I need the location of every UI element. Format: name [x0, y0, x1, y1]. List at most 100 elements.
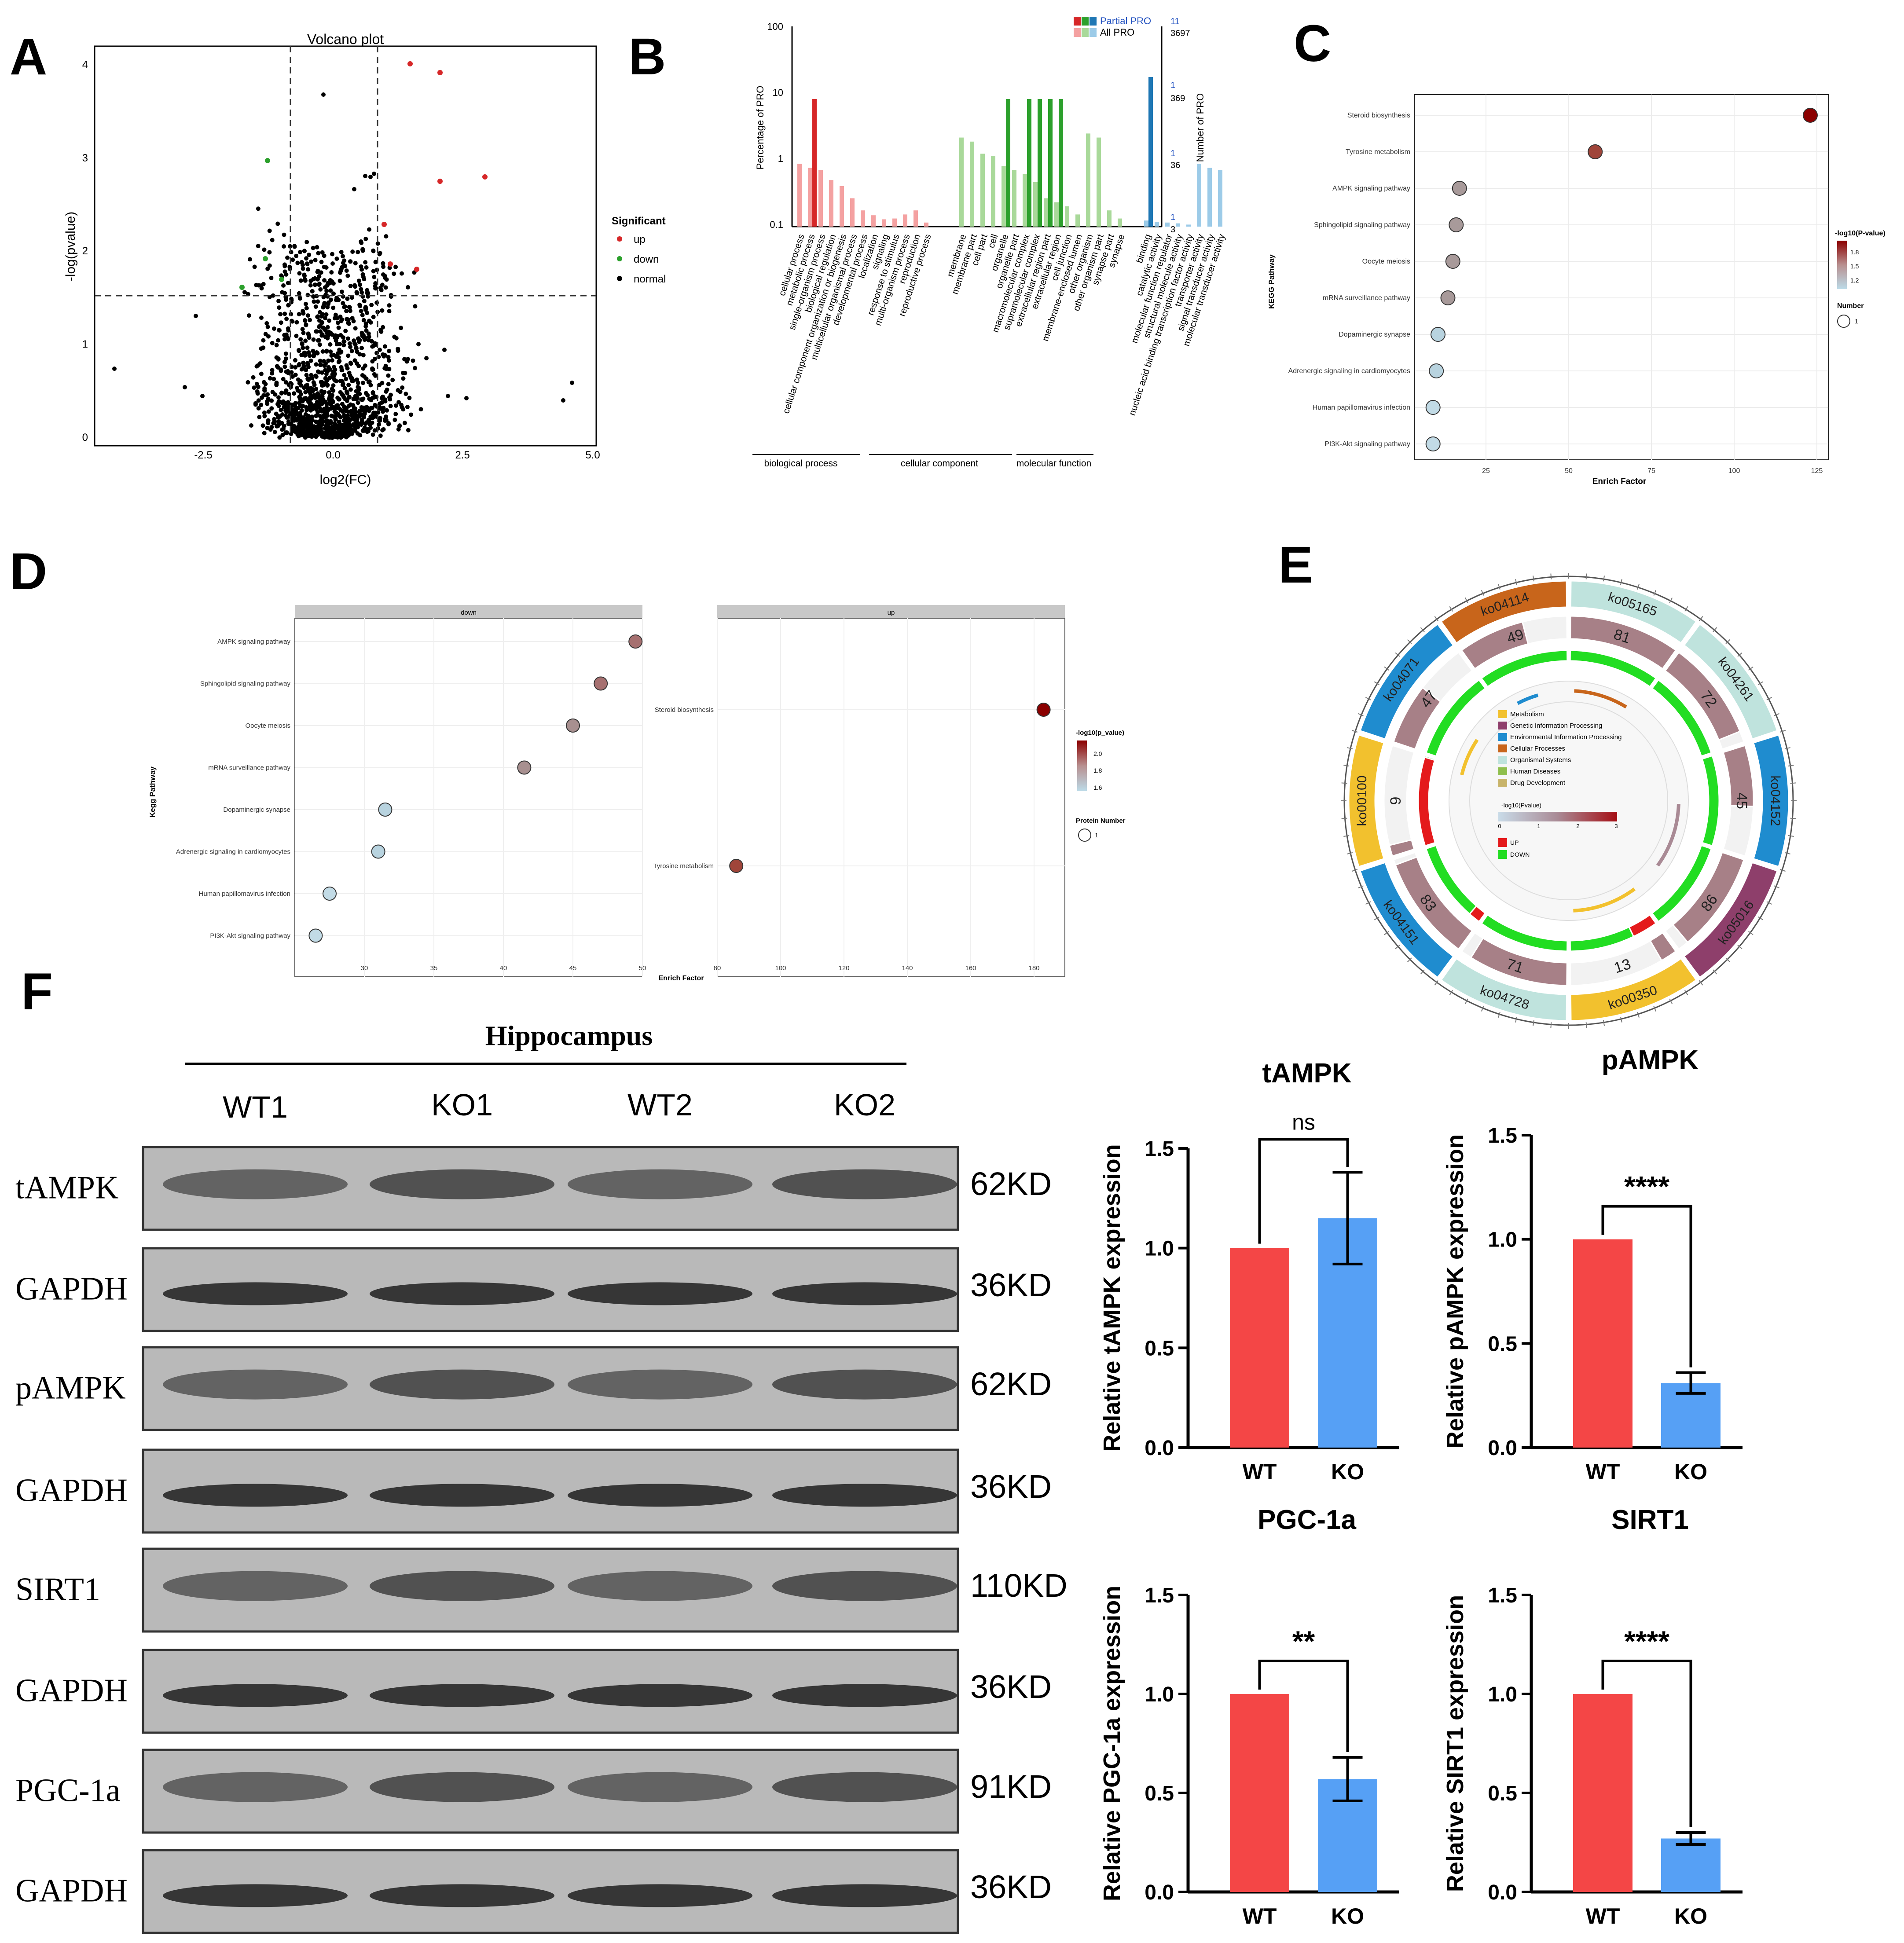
volcano-point-normal	[324, 418, 329, 423]
volcano-point-normal	[345, 431, 350, 436]
volcano-point-normal	[343, 329, 348, 333]
blot-band	[163, 1282, 348, 1305]
volcano-point-normal	[349, 295, 354, 300]
go-bar-all	[818, 170, 823, 227]
volcano-point-normal	[386, 382, 391, 387]
volcano-point-normal	[319, 407, 323, 412]
volcano-point-normal	[336, 423, 341, 428]
volcano-point-normal	[321, 325, 326, 330]
go-right-ticks: 11 3697 1 369 1 36 1 3	[1170, 17, 1190, 235]
volcano-point-up	[437, 70, 443, 75]
volcano-point-normal	[322, 407, 327, 411]
bar-y-tick: 1.5	[1145, 1137, 1174, 1161]
volcano-point-normal	[304, 306, 309, 311]
blot-size-label: 36KD	[970, 1869, 1052, 1905]
volcano-point-normal	[319, 370, 324, 375]
volcano-point-normal	[308, 283, 313, 288]
volcano-point-normal	[354, 389, 359, 394]
volcano-point-normal	[296, 377, 301, 382]
kegg-bubbles	[1425, 108, 1818, 451]
volcano-point-normal	[349, 361, 353, 366]
volcano-point-normal	[361, 318, 366, 323]
go-left-ticks: 100 10 1 0.1	[767, 21, 783, 230]
svg-text:35: 35	[430, 964, 438, 972]
circos-count-bg	[1664, 924, 1689, 950]
bar-y-tick: 1.0	[1488, 1228, 1517, 1252]
volcano-point-normal	[363, 237, 368, 241]
go-bar-all	[1012, 170, 1016, 227]
volcano-point-normal	[367, 338, 371, 343]
volcano-ylabel: -log(pvalue)	[63, 212, 78, 281]
volcano-point-normal	[363, 174, 367, 178]
volcano-point-normal	[282, 244, 286, 249]
volcano-point-normal	[307, 253, 312, 257]
blot-band	[568, 1884, 752, 1907]
volcano-point-normal	[282, 312, 287, 316]
go-bar-all	[1186, 224, 1191, 227]
legend-down-marker	[617, 256, 622, 261]
volcano-point-normal	[339, 250, 344, 254]
volcano-point-normal	[303, 421, 308, 425]
volcano-point-normal	[286, 281, 290, 286]
volcano-point-up	[482, 174, 488, 180]
go-bar-all	[882, 219, 886, 227]
volcano-point-normal	[325, 369, 330, 374]
volcano-point-normal	[343, 414, 348, 418]
bar-y-tick: 0.5	[1145, 1337, 1174, 1360]
volcano-point-normal	[295, 385, 300, 390]
kegg-pathway-label: mRNA surveillance pathway	[1323, 294, 1410, 302]
volcano-point-normal	[284, 316, 289, 321]
panel-letter-c: C	[1294, 15, 1332, 73]
bar-ko	[1661, 1838, 1721, 1892]
volcano-point-normal	[337, 420, 341, 425]
volcano-point-normal	[371, 391, 375, 396]
volcano-point-normal	[284, 272, 289, 277]
volcano-point-normal	[341, 394, 346, 399]
facet-bubbles	[308, 634, 1051, 943]
svg-text:4: 4	[82, 59, 88, 71]
volcano-point-normal	[297, 422, 302, 426]
facet-pathway-label: Steroid biosynthesis	[655, 706, 714, 714]
volcano-point-normal	[373, 343, 378, 347]
blot-band	[370, 1369, 554, 1400]
go-bar-all	[1144, 220, 1148, 227]
volcano-point-normal	[365, 407, 370, 411]
volcano-point-normal	[314, 387, 319, 391]
volcano-point-normal	[332, 421, 337, 426]
volcano-point-normal	[282, 423, 286, 428]
volcano-point-normal	[338, 314, 343, 319]
volcano-point-normal	[270, 371, 275, 376]
volcano-point-normal	[344, 308, 349, 313]
volcano-point-normal	[368, 175, 373, 179]
volcano-point-normal	[570, 381, 574, 385]
volcano-point-normal	[358, 408, 362, 413]
volcano-point-normal	[269, 406, 274, 411]
volcano-point-normal	[380, 308, 385, 313]
volcano-point-normal	[282, 359, 287, 364]
volcano-point-normal	[385, 408, 389, 413]
volcano-point-normal	[366, 294, 371, 299]
volcano-point-normal	[331, 281, 336, 286]
volcano-point-normal	[375, 241, 380, 246]
bar-wt	[1573, 1239, 1633, 1448]
volcano-point-normal	[268, 376, 272, 381]
circos-category-segment	[1440, 580, 1568, 644]
volcano-point-normal	[400, 271, 404, 276]
volcano-point-normal	[378, 401, 382, 406]
facet-bubble-down	[628, 634, 643, 649]
volcano-point-normal	[262, 247, 267, 252]
volcano-point-normal	[341, 294, 345, 299]
blot-band	[370, 1169, 554, 1199]
volcano-point-normal	[442, 348, 447, 352]
volcano-point-normal	[306, 378, 311, 382]
volcano-point-normal	[352, 283, 357, 288]
blot-protein-label: tAMPK	[15, 1170, 118, 1206]
volcano-point-normal	[402, 357, 407, 362]
volcano-point-normal	[464, 396, 469, 400]
bar-y-tick: 0.0	[1145, 1881, 1174, 1904]
volcano-point-normal	[382, 366, 387, 371]
circos-legend-label: Cellular Processes	[1510, 745, 1565, 752]
volcano-point-normal	[302, 249, 307, 253]
volcano-point-normal	[368, 320, 373, 325]
kegg-bubble	[1440, 290, 1456, 305]
